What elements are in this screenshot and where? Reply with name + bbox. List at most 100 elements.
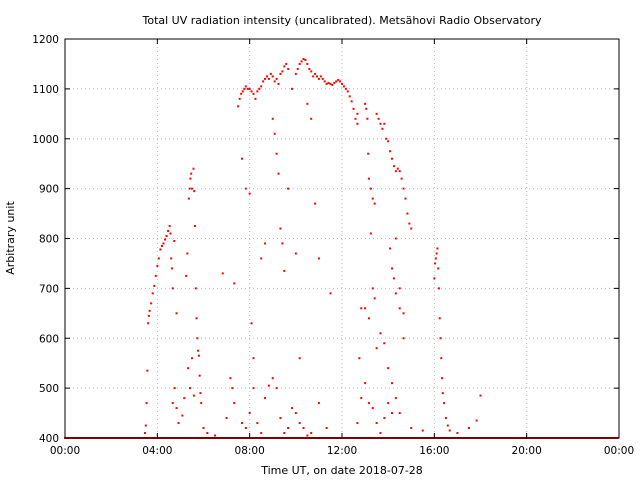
data-point bbox=[366, 117, 369, 120]
data-point bbox=[246, 87, 249, 90]
data-point bbox=[302, 57, 305, 60]
data-point bbox=[329, 82, 332, 85]
x-tick-label: 04:00 bbox=[142, 445, 172, 457]
data-point bbox=[229, 377, 232, 380]
data-point bbox=[165, 235, 168, 238]
data-point bbox=[383, 122, 386, 125]
data-point bbox=[248, 412, 251, 415]
data-point bbox=[190, 357, 193, 360]
data-points bbox=[64, 57, 619, 439]
data-point bbox=[379, 332, 382, 335]
data-point bbox=[294, 412, 297, 415]
data-point bbox=[440, 357, 443, 360]
grid bbox=[65, 39, 619, 438]
data-point bbox=[281, 242, 284, 245]
data-point bbox=[379, 122, 382, 125]
data-point bbox=[306, 102, 309, 105]
data-point bbox=[283, 269, 286, 272]
data-point bbox=[435, 252, 438, 255]
data-point bbox=[410, 227, 413, 230]
data-point bbox=[441, 392, 444, 395]
data-point bbox=[147, 314, 150, 317]
data-point bbox=[159, 248, 162, 251]
data-point bbox=[387, 140, 390, 143]
data-point bbox=[275, 152, 278, 155]
y-tick-label: 900 bbox=[39, 184, 59, 196]
data-point bbox=[283, 65, 286, 68]
data-point bbox=[327, 81, 330, 84]
data-point bbox=[344, 87, 347, 90]
data-point bbox=[310, 117, 313, 120]
data-point bbox=[398, 412, 401, 415]
data-point bbox=[256, 90, 259, 93]
y-tick-label: 600 bbox=[39, 333, 59, 345]
data-point bbox=[240, 422, 243, 425]
data-point bbox=[373, 297, 376, 300]
data-point bbox=[187, 197, 190, 200]
data-point bbox=[375, 112, 378, 115]
data-point bbox=[367, 402, 370, 405]
data-point bbox=[183, 397, 186, 400]
data-point bbox=[173, 387, 176, 390]
data-point bbox=[146, 369, 149, 372]
data-point bbox=[375, 347, 378, 350]
data-point bbox=[358, 357, 361, 360]
data-point bbox=[192, 167, 195, 170]
x-tick-label: 08:00 bbox=[235, 445, 265, 457]
data-point bbox=[391, 382, 394, 385]
data-point bbox=[279, 417, 282, 420]
data-point bbox=[306, 62, 309, 65]
data-point bbox=[365, 107, 368, 110]
data-point bbox=[181, 414, 184, 417]
data-point bbox=[367, 152, 370, 155]
data-point bbox=[145, 402, 148, 405]
data-point bbox=[360, 307, 363, 310]
data-point bbox=[369, 187, 372, 190]
data-point bbox=[434, 262, 437, 265]
data-point bbox=[402, 187, 405, 190]
data-point bbox=[202, 427, 205, 430]
data-point bbox=[238, 97, 241, 100]
data-point bbox=[321, 77, 324, 80]
y-tick-label: 1100 bbox=[32, 84, 59, 96]
data-point bbox=[170, 257, 173, 260]
data-point bbox=[187, 367, 190, 370]
data-point bbox=[252, 387, 255, 390]
data-point bbox=[341, 82, 343, 85]
data-point bbox=[197, 349, 200, 352]
data-point bbox=[437, 287, 440, 290]
x-tick-label: 00:00 bbox=[50, 445, 80, 457]
data-point bbox=[356, 112, 359, 115]
data-point bbox=[373, 202, 376, 205]
data-point bbox=[475, 419, 478, 422]
data-point bbox=[264, 77, 267, 80]
data-point bbox=[323, 80, 326, 83]
data-point bbox=[467, 427, 470, 430]
data-point bbox=[265, 75, 268, 78]
data-point bbox=[346, 90, 349, 93]
data-point bbox=[339, 80, 342, 83]
data-point bbox=[350, 100, 353, 103]
data-point bbox=[312, 75, 315, 78]
data-point bbox=[310, 70, 313, 73]
data-point bbox=[188, 187, 191, 190]
data-point bbox=[371, 197, 374, 200]
data-point bbox=[439, 337, 442, 340]
data-point bbox=[348, 95, 351, 98]
data-point bbox=[233, 402, 236, 405]
data-point bbox=[250, 90, 253, 93]
data-point bbox=[437, 267, 440, 270]
data-point bbox=[193, 190, 196, 193]
data-point bbox=[306, 434, 309, 437]
data-point bbox=[298, 357, 301, 360]
data-point bbox=[177, 422, 180, 425]
data-point bbox=[240, 157, 243, 160]
data-point bbox=[441, 377, 444, 380]
data-point bbox=[410, 427, 413, 430]
chart-title: Total UV radiation intensity (uncalibrat… bbox=[142, 14, 542, 27]
data-point bbox=[325, 82, 328, 85]
data-point bbox=[317, 257, 320, 260]
data-point bbox=[171, 402, 174, 405]
data-point bbox=[190, 187, 193, 190]
